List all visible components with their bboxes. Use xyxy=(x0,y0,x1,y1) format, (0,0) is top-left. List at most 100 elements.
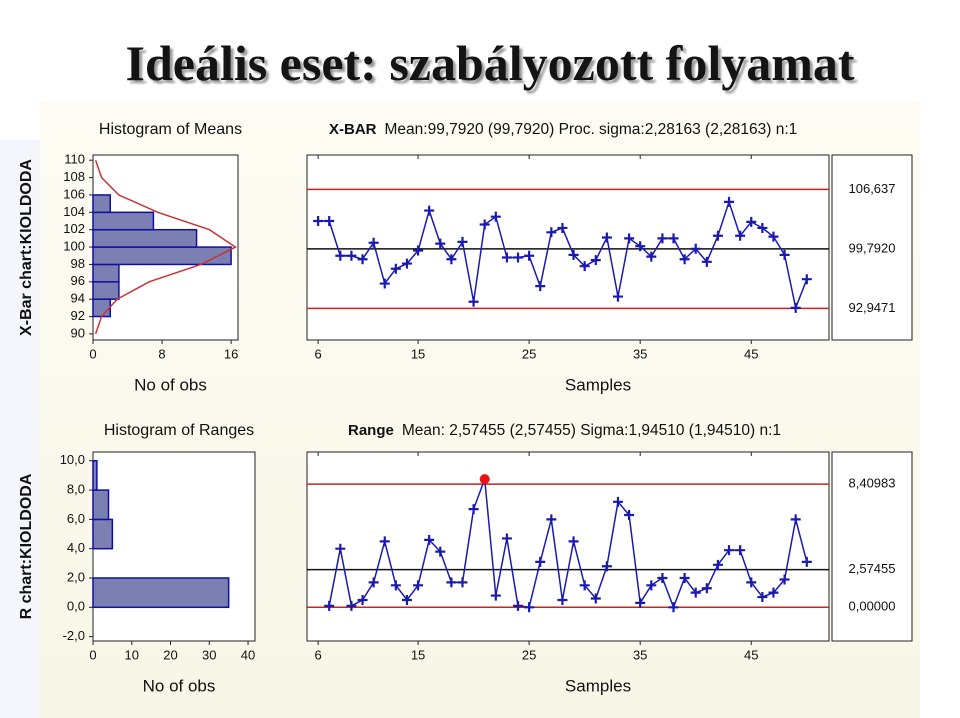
point-marker xyxy=(679,573,690,583)
point-marker xyxy=(779,249,790,260)
point-marker xyxy=(313,216,324,227)
y-tick-label: 92 xyxy=(71,308,85,323)
point-marker xyxy=(413,580,424,591)
point-marker xyxy=(712,559,723,570)
y-tick-label: -2,0 xyxy=(63,628,85,643)
point-marker xyxy=(624,510,635,520)
x-tick-label: 25 xyxy=(522,346,536,361)
x-tick-label: 8 xyxy=(158,346,165,361)
point-marker xyxy=(468,504,479,515)
point-marker xyxy=(768,231,779,242)
chart-label: Range xyxy=(348,422,394,439)
y-tick-label: 106 xyxy=(63,186,85,201)
point-marker xyxy=(701,256,712,267)
plot-area xyxy=(92,451,256,642)
y-tick-label: 10,0 xyxy=(60,452,85,467)
point-marker xyxy=(801,274,812,285)
point-marker xyxy=(746,216,757,227)
point-marker xyxy=(590,255,601,266)
y-tick-label: 96 xyxy=(71,273,85,288)
point-marker xyxy=(746,577,757,588)
x-tick-label: 40 xyxy=(241,647,255,662)
limit-label: 106,637 xyxy=(849,181,896,196)
point-marker xyxy=(335,543,346,554)
x-tick-label: 45 xyxy=(744,647,758,662)
plot-area xyxy=(306,154,830,341)
point-marker xyxy=(368,237,379,248)
point-marker xyxy=(424,205,435,216)
limit-label: 8,40983 xyxy=(849,476,896,491)
histogram-bar xyxy=(92,298,112,318)
x-tick-label: 30 xyxy=(202,647,216,662)
x-tick-label: 10 xyxy=(125,647,139,662)
point-marker xyxy=(579,261,590,272)
y-tick-label: 108 xyxy=(63,169,85,184)
limit-label-box xyxy=(831,154,913,341)
point-marker xyxy=(357,254,368,265)
point-marker xyxy=(535,281,546,292)
point-marker xyxy=(457,577,468,588)
point-marker xyxy=(457,236,468,247)
chart-label: X-BAR xyxy=(329,121,377,138)
slide-title: Ideális eset: szabályozott folyamat xyxy=(125,35,855,91)
histogram-bar xyxy=(92,460,98,491)
point-marker xyxy=(735,230,746,241)
histogram-bar xyxy=(92,228,198,248)
point-marker xyxy=(757,592,768,603)
point-marker xyxy=(724,196,735,207)
point-marker xyxy=(657,573,668,583)
y-tick-label: 90 xyxy=(71,325,85,340)
point-marker xyxy=(679,254,690,265)
side-strip xyxy=(0,140,40,718)
point-marker xyxy=(690,243,701,254)
point-marker xyxy=(435,238,446,249)
point-marker xyxy=(446,254,457,265)
histogram-bar xyxy=(92,577,230,609)
point-marker xyxy=(579,580,590,591)
point-marker xyxy=(646,251,657,262)
x-axis-label: Samples xyxy=(565,676,631,695)
point-marker xyxy=(657,233,668,244)
x-tick-label: 0 xyxy=(89,346,96,361)
point-marker xyxy=(513,600,524,611)
point-marker xyxy=(501,252,512,263)
point-marker xyxy=(501,533,512,544)
point-marker xyxy=(424,534,435,545)
limit-label: 0,00000 xyxy=(849,599,896,614)
point-marker xyxy=(568,536,579,547)
point-marker xyxy=(446,577,457,588)
out-of-control-point xyxy=(479,474,490,485)
point-marker xyxy=(390,580,401,591)
point-marker xyxy=(768,587,779,598)
point-marker xyxy=(557,594,568,605)
y-axis-label: R chart:KIOLDODA xyxy=(18,473,35,619)
histogram-bar xyxy=(92,263,120,283)
x-axis-label: No of obs xyxy=(134,375,207,394)
limit-label: 99,7920 xyxy=(849,240,896,255)
histogram-bar xyxy=(92,246,232,266)
chart-title: Histogram of Ranges xyxy=(104,422,254,439)
histogram-bar xyxy=(92,194,112,214)
point-marker xyxy=(379,536,390,547)
histogram-bar xyxy=(92,281,120,300)
x-tick-label: 35 xyxy=(633,647,647,662)
point-marker xyxy=(612,496,623,507)
chart-title: Mean:99,7920 (99,7920) Proc. sigma:2,281… xyxy=(385,121,798,138)
y-tick-label: 8,0 xyxy=(67,482,85,497)
point-marker xyxy=(646,580,657,591)
point-marker xyxy=(401,594,412,605)
x-tick-label: 6 xyxy=(314,346,321,361)
y-tick-label: 102 xyxy=(63,221,85,236)
point-marker xyxy=(601,232,612,243)
point-marker xyxy=(346,600,357,611)
point-marker xyxy=(568,249,579,260)
y-axis-label: X-Bar chart:KIOLDODA xyxy=(18,159,35,336)
point-marker xyxy=(490,590,501,601)
data-line xyxy=(328,478,808,610)
y-tick-label: 104 xyxy=(63,204,85,219)
point-marker xyxy=(668,233,679,244)
point-marker xyxy=(557,222,568,233)
chart-title: Mean: 2,57455 (2,57455) Sigma:1,94510 (1… xyxy=(402,422,781,439)
y-tick-label: 4,0 xyxy=(67,540,85,555)
